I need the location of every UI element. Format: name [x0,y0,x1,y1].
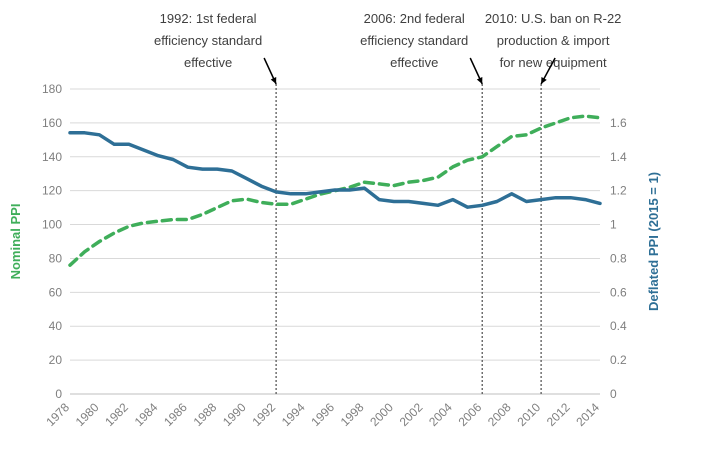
y-right-tick-label: 1.6 [610,116,627,130]
y-right-tick-label: 0 [610,387,617,401]
x-tick-label: 2008 [485,400,514,429]
y-left-tick-label: 0 [55,387,62,401]
x-tick-label: 1998 [338,400,367,429]
y-left-tick-label: 40 [49,319,63,333]
y-left-tick-label: 60 [49,285,63,299]
x-tick-label: 2000 [367,400,396,429]
y-left-tick-label: 160 [42,116,62,130]
x-tick-label: 1978 [43,400,72,429]
y-right-tick-label: 1.2 [610,184,627,198]
x-tick-label: 2012 [544,400,573,429]
deflated-ppi-line [68,131,602,209]
annotation-text: 2010: U.S. ban on R-22 [485,11,622,26]
x-tick-label: 2004 [426,400,455,429]
x-tick-label: 2002 [397,400,426,429]
y-left-tick-label: 140 [42,150,62,164]
x-tick-label: 1994 [279,400,308,429]
y-right-tick-label: 0.6 [610,285,627,299]
y-right-tick-label: 0.4 [610,319,627,333]
x-tick-label: 1990 [220,400,249,429]
annotation-text: production & import [497,33,610,48]
x-tick-label: 2006 [456,400,485,429]
y-right-tick-label: 0.2 [610,353,627,367]
annotation-text: 2006: 2nd federal [364,11,465,26]
annotation-text: effective [184,55,232,70]
y-left-tick-label: 20 [49,353,63,367]
x-tick-label: 2014 [573,400,602,429]
annotation-text: effective [390,55,438,70]
y-axis-left-label: Nominal PPI [8,204,23,280]
x-tick-label: 2010 [514,400,543,429]
x-tick-label: 1996 [308,400,337,429]
x-tick-label: 1984 [132,400,161,429]
y-left-tick-label: 80 [49,251,63,265]
y-left-tick-label: 100 [42,218,62,232]
annotation-arrowhead [476,77,483,84]
annotation-text: 1992: 1st federal [160,11,257,26]
annotation-text: efficiency standard [360,33,468,48]
y-left-tick-label: 180 [42,82,62,96]
y-right-tick-label: 0.8 [610,251,627,265]
y-axis-right-label: Deflated PPI (2015 = 1) [646,172,661,311]
y-right-tick-label: 1 [610,218,617,232]
x-tick-label: 1986 [161,400,190,429]
x-tick-label: 1982 [102,400,131,429]
annotation-text: efficiency standard [154,33,262,48]
y-left-tick-label: 120 [42,184,62,198]
annotation-arrowhead [541,77,547,84]
x-tick-label: 1980 [73,400,102,429]
annotation-arrowhead [270,77,277,84]
x-tick-label: 1992 [249,400,278,429]
x-tick-label: 1988 [191,400,220,429]
y-right-tick-label: 1.4 [610,150,627,164]
